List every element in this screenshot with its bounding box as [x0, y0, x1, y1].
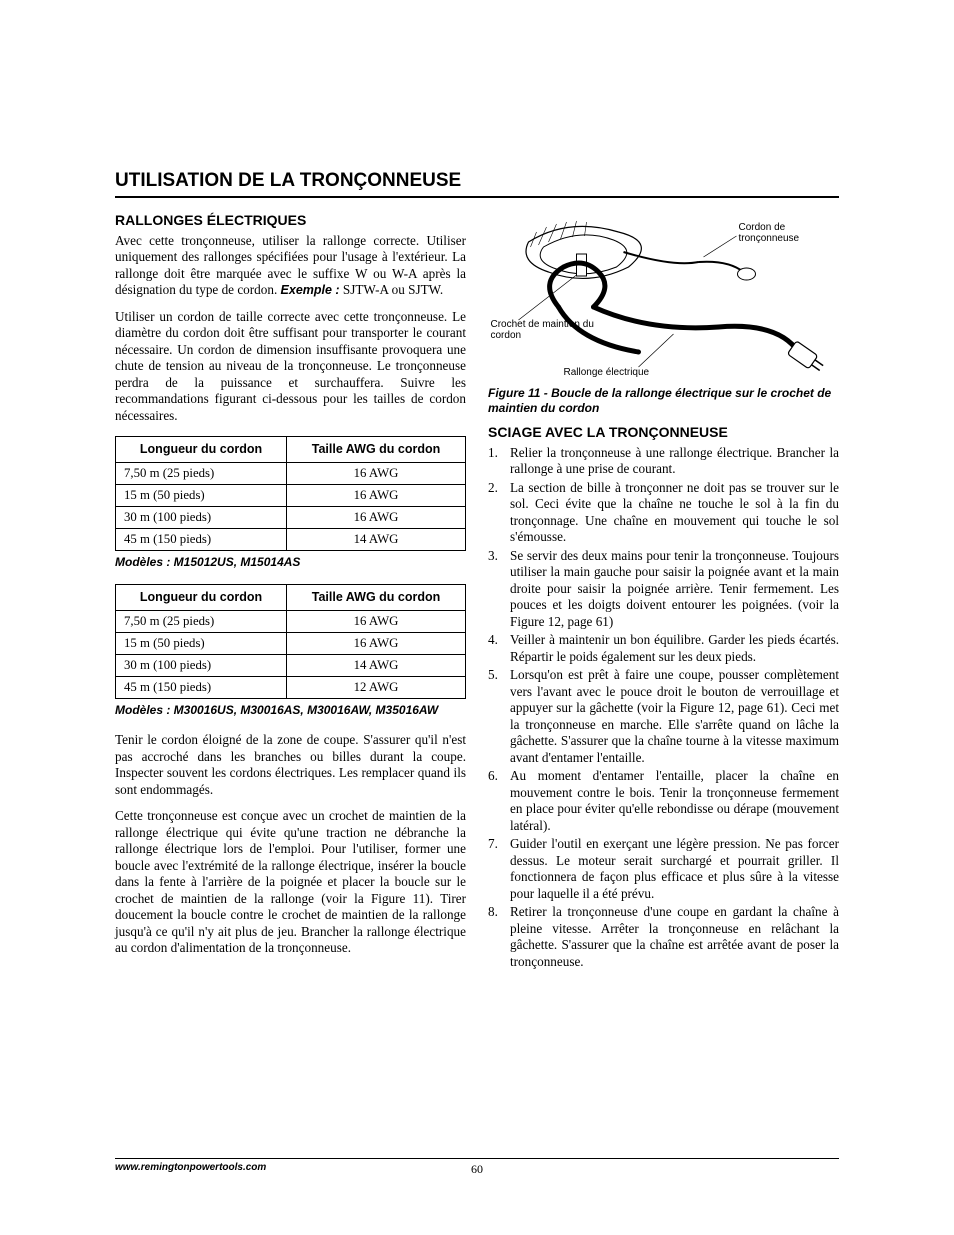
table-row: 45 m (150 pieds)12 AWG — [116, 677, 466, 699]
list-item: Guider l'outil en exerçant une légère pr… — [488, 836, 839, 902]
cell: 45 m (150 pieds) — [116, 529, 287, 551]
cell: 14 AWG — [287, 529, 466, 551]
paragraph-intro: Avec cette tronçonneuse, utiliser la ral… — [115, 233, 466, 299]
table-row: 7,50 m (25 pieds)16 AWG — [116, 611, 466, 633]
heading-rallonges: RALLONGES ÉLECTRIQUES — [115, 212, 466, 230]
cell: 30 m (100 pieds) — [116, 507, 287, 529]
cell: 7,50 m (25 pieds) — [116, 463, 287, 485]
cell: 12 AWG — [287, 677, 466, 699]
cell: 16 AWG — [287, 611, 466, 633]
left-column: RALLONGES ÉLECTRIQUES Avec cette tronçon… — [115, 212, 466, 972]
heading-sciage: SCIAGE AVEC LA TRONÇONNEUSE — [488, 424, 839, 442]
table-row: 30 m (100 pieds)14 AWG — [116, 655, 466, 677]
cell: 15 m (50 pieds) — [116, 485, 287, 507]
paragraph-cord-size: Utiliser un cordon de taille correcte av… — [115, 309, 466, 425]
list-item: Retirer la tronçonneuse d'une coupe en g… — [488, 904, 839, 970]
table-row: 15 m (50 pieds)16 AWG — [116, 485, 466, 507]
fig-label-ext: Rallonge électrique — [564, 367, 650, 378]
right-column: Cordon de tronçonneuse Crochet de mainti… — [488, 212, 839, 972]
table-row: 30 m (100 pieds)16 AWG — [116, 507, 466, 529]
table1-caption: Modèles : M15012US, M15014AS — [115, 555, 466, 570]
cell: 16 AWG — [287, 485, 466, 507]
page-title: UTILISATION DE LA TRONÇONNEUSE — [115, 170, 839, 198]
figure-11-svg: Cordon de tronçonneuse Crochet de mainti… — [488, 212, 839, 382]
list-item: Au moment d'entamer l'entaille, placer l… — [488, 768, 839, 834]
list-item: Lorsqu'on est prêt à faire une coupe, po… — [488, 667, 839, 766]
cell: 30 m (100 pieds) — [116, 655, 287, 677]
content-columns: RALLONGES ÉLECTRIQUES Avec cette tronçon… — [115, 212, 839, 972]
page-number: 60 — [471, 1162, 483, 1177]
table-row: 45 m (150 pieds)14 AWG — [116, 529, 466, 551]
table1-col1-header: Longueur du cordon — [116, 437, 287, 463]
list-item: La section de bille à tronçonner ne doit… — [488, 480, 839, 546]
table1-col2-header: Taille AWG du cordon — [287, 437, 466, 463]
list-item: Se servir des deux mains pour tenir la t… — [488, 548, 839, 631]
cell: 16 AWG — [287, 633, 466, 655]
paragraph-hook: Cette tronçonneuse est conçue avec un cr… — [115, 808, 466, 957]
page-footer: www.remingtonpowertools.com 60 — [115, 1158, 839, 1173]
cell: 7,50 m (25 pieds) — [116, 611, 287, 633]
list-item: Veiller à maintenir un bon équilibre. Ga… — [488, 632, 839, 665]
footer-url: www.remingtonpowertools.com — [115, 1162, 266, 1173]
figure-11: Cordon de tronçonneuse Crochet de mainti… — [488, 212, 839, 382]
table2-col2-header: Taille AWG du cordon — [287, 585, 466, 611]
cell: 16 AWG — [287, 463, 466, 485]
steps-list: Relier la tronçonneuse à une rallonge él… — [488, 445, 839, 971]
cord-table-1: Longueur du cordon Taille AWG du cordon … — [115, 436, 466, 551]
table-row: 15 m (50 pieds)16 AWG — [116, 633, 466, 655]
figure-11-caption: Figure 11 - Boucle de la rallonge électr… — [488, 386, 839, 416]
table2-col1-header: Longueur du cordon — [116, 585, 287, 611]
table-row: 7,50 m (25 pieds)16 AWG — [116, 463, 466, 485]
paragraph-keep-away: Tenir le cordon éloigné de la zone de co… — [115, 732, 466, 798]
table2-caption: Modèles : M30016US, M30016AS, M30016AW, … — [115, 703, 466, 718]
example-label: Exemple : — [281, 283, 340, 297]
cell: 45 m (150 pieds) — [116, 677, 287, 699]
list-item: Relier la tronçonneuse à une rallonge él… — [488, 445, 839, 478]
p1b: SJTW-A ou SJTW. — [340, 282, 444, 297]
fig-label-cord: Cordon de tronçonneuse — [739, 222, 800, 244]
cord-table-2: Longueur du cordon Taille AWG du cordon … — [115, 584, 466, 699]
cell: 14 AWG — [287, 655, 466, 677]
cell: 15 m (50 pieds) — [116, 633, 287, 655]
cell: 16 AWG — [287, 507, 466, 529]
